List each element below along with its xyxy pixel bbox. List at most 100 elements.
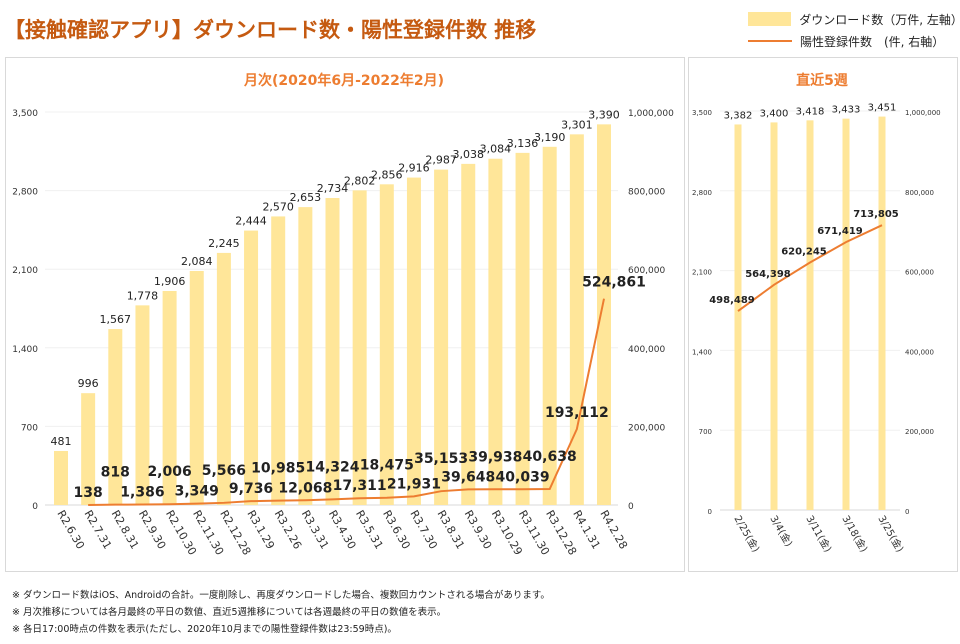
footnote: ※ 各日17:00時点の件数を表示(ただし、2020年10月までの陽性登録件数は…	[12, 624, 397, 635]
bar	[434, 169, 449, 505]
x-tick-label: 2/25(金)	[731, 513, 762, 554]
bar-label: 3,382	[724, 110, 753, 121]
y-right-tick: 0	[628, 502, 634, 512]
bar-label: 996	[78, 377, 99, 390]
bar-label: 3,190	[534, 131, 566, 144]
bar	[352, 190, 367, 505]
bar-label: 2,734	[317, 182, 349, 195]
y-left-tick: 1,400	[12, 345, 38, 355]
line-label: 10,985	[251, 461, 305, 477]
legend-swatch-bar	[748, 12, 792, 26]
y-right-tick: 0	[905, 508, 909, 516]
legend-label-positives: 陽性登録件数 (件, 右軸）	[800, 34, 945, 49]
bar-label: 2,570	[262, 200, 294, 213]
line-label: 40,638	[523, 449, 577, 465]
line-label: 12,068	[278, 480, 332, 496]
bar-label: 2,653	[290, 191, 322, 204]
line-label: 40,039	[496, 469, 550, 485]
legend-swatch-line	[748, 40, 792, 42]
bar-label: 2,084	[181, 255, 213, 268]
bar	[597, 124, 611, 505]
line-label: 564,398	[745, 269, 791, 280]
bar-label: 2,444	[235, 215, 267, 228]
y-left-tick: 0	[32, 502, 38, 512]
y-right-tick: 1,000,000	[905, 109, 941, 117]
bar	[734, 124, 742, 511]
line-label: 620,245	[781, 247, 827, 258]
line-label: 524,861	[582, 275, 646, 291]
y-right-tick: 200,000	[905, 428, 934, 436]
line-label: 138	[74, 485, 103, 501]
line-label: 498,489	[709, 295, 755, 306]
y-left-tick: 3,500	[12, 109, 38, 119]
bar	[298, 207, 313, 505]
bar-label: 3,418	[796, 106, 825, 117]
footnote: ※ 月次推移については各月最終の平日の数値、直近5週推移については各週最終の平日…	[12, 607, 447, 618]
bar	[488, 158, 503, 505]
bar-label: 3,400	[760, 108, 789, 119]
footnote: ※ ダウンロード数はiOS、Androidの合計。一度削除し、再度ダウンロードし…	[12, 590, 550, 601]
bar	[325, 198, 340, 505]
bar-label: 3,390	[588, 108, 620, 121]
legend-label-downloads: ダウンロード数（万件, 左軸）	[799, 12, 960, 27]
bar-label: 3,433	[832, 105, 861, 116]
bar-label: 2,245	[208, 237, 240, 250]
y-left-tick: 700	[699, 428, 712, 436]
bar	[162, 290, 177, 505]
bar	[806, 120, 814, 511]
bar-label: 2,802	[344, 174, 376, 187]
bar	[542, 146, 557, 505]
bar	[189, 270, 204, 505]
line-label: 193,112	[545, 405, 609, 421]
x-tick-label: 3/4(金)	[767, 513, 795, 549]
bar-label: 3,301	[561, 118, 593, 131]
bar	[271, 216, 286, 505]
weekly-panel	[688, 57, 958, 572]
y-left-tick: 2,800	[12, 188, 38, 198]
page-title: 【接触確認アプリ】ダウンロード数・陽性登録件数 推移	[4, 18, 537, 42]
legend-item-positives: 陽性登録件数 (件, 右軸）	[748, 30, 960, 52]
y-right-tick: 200,000	[628, 423, 665, 433]
line-series	[88, 298, 605, 506]
y-left-tick: 0	[708, 508, 712, 516]
bar	[461, 163, 476, 505]
line-label: 5,566	[202, 463, 246, 479]
y-left-tick: 2,100	[12, 266, 38, 276]
line-label: 39,938	[468, 449, 522, 465]
bar-label: 1,778	[127, 289, 159, 302]
y-right-tick: 600,000	[628, 266, 665, 276]
bar	[842, 118, 850, 510]
line-label: 2,006	[147, 464, 191, 480]
chart-title: 月次(2020年6月-2022年2月)	[243, 72, 444, 89]
x-tick-label: 3/18(金)	[839, 513, 870, 554]
line-label: 713,805	[853, 209, 899, 220]
bar	[216, 252, 231, 505]
bar-label: 3,451	[868, 103, 897, 114]
bar	[244, 230, 259, 505]
y-right-tick: 800,000	[905, 189, 934, 197]
bar-label: 2,987	[425, 154, 457, 167]
bar	[54, 450, 68, 505]
line-label: 17,311	[333, 478, 387, 494]
line-label: 39,648	[441, 469, 495, 485]
legend: ダウンロード数（万件, 左軸） 陽性登録件数 (件, 右軸）	[748, 8, 960, 52]
chart-title: 直近5週	[796, 72, 848, 89]
bar	[515, 152, 530, 505]
bar-label: 3,136	[507, 137, 539, 150]
line-label: 35,153	[414, 451, 468, 467]
y-left-tick: 3,500	[692, 109, 712, 117]
line-label: 3,349	[175, 484, 219, 500]
bar-label: 2,856	[371, 168, 403, 181]
bar-label: 481	[51, 435, 72, 448]
legend-item-downloads: ダウンロード数（万件, 左軸）	[748, 8, 960, 30]
y-right-tick: 400,000	[905, 348, 934, 356]
line-label: 1,386	[120, 484, 164, 500]
x-tick-label: 3/25(金)	[875, 513, 906, 554]
bar	[379, 184, 394, 505]
y-right-tick: 400,000	[628, 345, 665, 355]
bar	[878, 116, 886, 510]
y-right-tick: 800,000	[628, 188, 665, 198]
footnotes: ※ ダウンロード数はiOS、Androidの合計。一度削除し、再度ダウンロードし…	[12, 587, 550, 638]
y-right-tick: 1,000,000	[628, 109, 674, 119]
line-label: 18,475	[360, 458, 414, 474]
